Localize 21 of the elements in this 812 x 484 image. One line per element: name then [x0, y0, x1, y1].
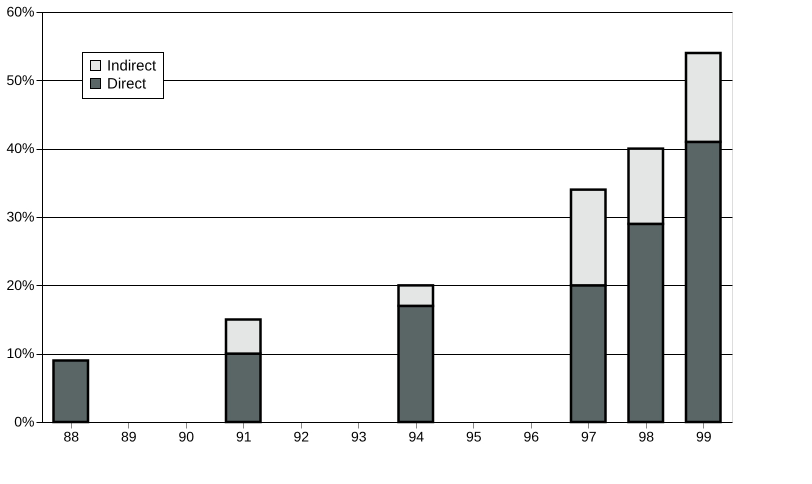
x-tick-label: 93 — [350, 428, 367, 444]
y-tick-label: 20% — [6, 276, 34, 293]
x-tick-label: 94 — [408, 428, 424, 444]
x-tick-label: 88 — [63, 428, 80, 444]
x-tick-label: 91 — [236, 428, 252, 444]
y-tick-label: 40% — [6, 140, 34, 156]
y-tick-label: 50% — [6, 72, 34, 88]
y-tick-label: 0% — [14, 414, 34, 430]
x-tick-label: 90 — [178, 428, 194, 444]
x-tick-label: 97 — [580, 428, 597, 444]
x-tick-label: 96 — [523, 428, 540, 444]
legend-label: Indirect — [107, 58, 158, 74]
x-tick-label: 99 — [696, 428, 712, 444]
x-tick-label: 95 — [466, 428, 482, 444]
x-tick-label: 89 — [120, 428, 137, 444]
x-tick-label: 92 — [293, 428, 310, 444]
y-tick-label: 60% — [6, 4, 34, 20]
y-tick-label: 10% — [6, 345, 34, 362]
legend-label: Direct — [107, 76, 147, 92]
y-tick-label: 30% — [6, 208, 34, 224]
x-tick-label: 98 — [638, 428, 654, 444]
